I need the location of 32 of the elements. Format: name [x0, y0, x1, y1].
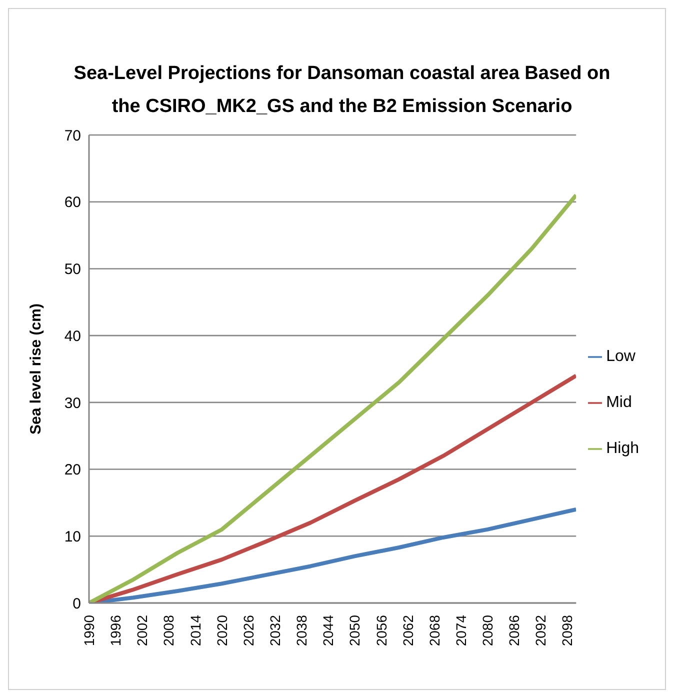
y-axis-title: Sea level rise (cm) — [27, 304, 44, 434]
y-tick-label: 60 — [64, 194, 81, 212]
y-tick-label: 30 — [64, 394, 81, 412]
x-tick-label: 2020 — [214, 614, 230, 646]
x-tick-label: 2056 — [373, 614, 390, 646]
x-tick-label: 2002 — [134, 614, 150, 646]
x-tick-label: 1996 — [108, 614, 124, 646]
y-tick-label: 20 — [64, 462, 81, 479]
y-tick-label: 0 — [72, 595, 81, 612]
x-tick-label: 2092 — [532, 614, 549, 646]
legend-label: Mid — [606, 394, 632, 411]
x-tick-label: 2050 — [346, 614, 363, 646]
x-tick-label: 2032 — [266, 614, 283, 646]
x-tick-label: 2026 — [240, 614, 256, 646]
x-tick-label: 2008 — [160, 614, 177, 646]
legend-label: High — [606, 440, 639, 457]
x-tick-label: 2080 — [480, 614, 496, 646]
x-tick-label: 2062 — [400, 614, 416, 646]
x-tick-label: 2068 — [426, 614, 442, 646]
x-tick-label: 2044 — [320, 614, 336, 646]
legend-label: Low — [606, 348, 636, 365]
y-tick-label: 10 — [64, 528, 81, 546]
x-tick-label: 2098 — [559, 614, 576, 646]
chart-title: Sea-Level Projections for Dansoman coastal area Based on the CSIRO_MK2_GS and the B2 Emission Scenario — [72, 62, 612, 119]
x-tick-label: 2038 — [294, 614, 310, 646]
x-tick-label: 2014 — [187, 614, 204, 646]
y-tick-label: 70 — [64, 127, 81, 144]
x-tick-label: 1990 — [81, 614, 97, 646]
y-tick-label: 40 — [64, 328, 81, 345]
y-tick-label: 50 — [64, 261, 81, 278]
x-tick-label: 2086 — [506, 614, 522, 646]
x-tick-label: 2074 — [452, 614, 469, 646]
